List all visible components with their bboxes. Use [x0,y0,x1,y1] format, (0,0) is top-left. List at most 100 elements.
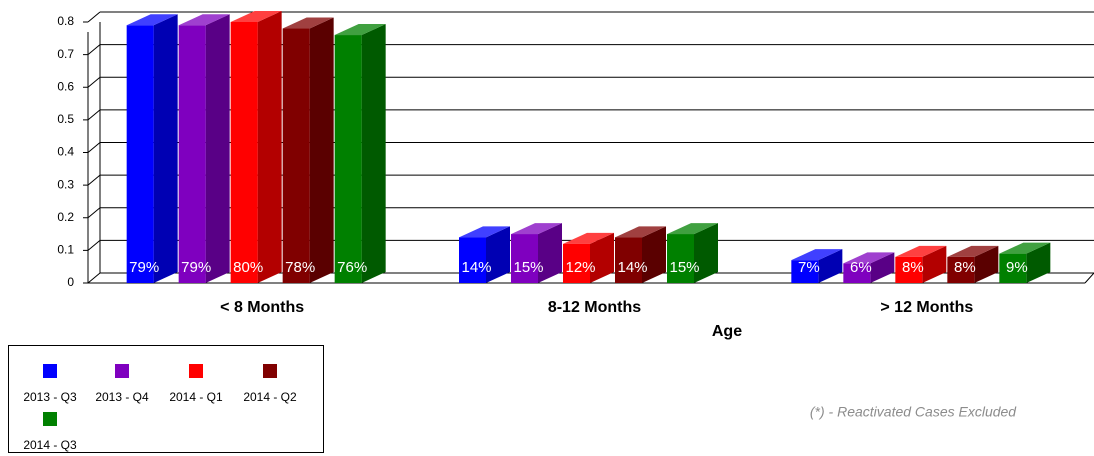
legend-swatch [43,364,57,378]
bar-side [257,11,282,283]
grid-line [87,239,101,251]
bar-top [667,223,718,235]
y-tick-label: 0.6 [57,79,74,93]
bar [230,22,258,283]
bar-side [818,249,843,283]
y-tick-label: 0 [67,275,74,289]
y-tick-label: 0.5 [57,112,74,126]
y-tick-label: 0.2 [57,210,74,224]
bar [895,256,923,283]
bar-side [922,245,947,283]
value-label: 14% [617,259,647,276]
bar [947,256,975,283]
bar [843,263,871,283]
bar-side [361,24,386,284]
bar-top [334,24,386,36]
bar-top [282,17,334,29]
legend-label: 2013 - Q4 [95,390,149,404]
legend-label: 2014 - Q1 [169,390,223,404]
legend-item: 2013 - Q3 [13,364,87,404]
bar-side [309,17,334,284]
value-label: 8% [954,259,976,276]
value-label: 14% [461,259,491,276]
bar-side [694,223,718,283]
grid-line [87,142,101,153]
value-label: 80% [233,259,263,276]
bar [791,260,819,283]
bar-top [230,11,282,22]
bar-side [590,232,614,283]
grid-line [87,76,101,88]
bar-top [126,14,178,26]
y-tick-label: 0.7 [57,47,74,61]
value-label: 7% [798,259,820,276]
value-label: 76% [337,259,367,276]
legend-swatch [263,364,277,378]
legend-label: 2014 - Q3 [23,438,77,452]
bar [615,237,642,283]
bar [334,35,362,283]
legend-swatch [189,364,203,378]
grid-line [87,272,101,284]
value-label: 15% [513,259,543,276]
value-label: 79% [129,259,159,276]
legend-swatch [115,364,129,378]
legend-swatch [43,412,57,426]
bar-top [511,223,562,235]
y-tick-label: 0.4 [57,145,74,159]
grid-line [87,44,101,56]
legend-label: 2014 - Q2 [243,390,297,404]
bar-top [895,245,947,257]
bar [282,28,310,284]
x-tick-label: 8-12 Months [548,299,641,316]
bar-side [486,226,510,283]
bar-top [459,226,510,238]
bar-top [563,232,614,244]
value-label: 8% [902,259,924,276]
legend: 2013 - Q3 2013 - Q4 2014 - Q1 2014 - Q2 2014… [8,345,324,453]
y-tick-label: 0.1 [57,243,74,257]
bar [126,25,154,283]
value-label: 9% [1006,259,1028,276]
bar-top [999,242,1051,254]
bar [999,253,1027,283]
grid-line [87,109,101,121]
legend-item: 2014 - Q2 [233,364,307,404]
bar-side [974,245,999,283]
value-label: 15% [669,259,699,276]
value-label: 78% [285,259,315,276]
bar-side [870,252,895,283]
bar-side [205,14,230,283]
y-tick-label: 0.3 [57,177,74,191]
bar [563,243,590,283]
x-axis-label: Age [712,323,742,340]
floor-line [1084,272,1094,284]
bar-top [791,249,843,261]
bar-side [642,226,666,283]
bar-top [947,245,999,257]
bar-side [153,14,178,283]
bar-top [178,14,230,26]
note: (*) - Reactivated Cases Excluded [810,404,1017,420]
legend-item: 2014 - Q1 [159,364,233,404]
bar-top [615,226,666,238]
bar [178,25,206,283]
bar-top [843,252,895,264]
grid-line [87,174,101,186]
grid-line [87,11,101,23]
legend-item: 2013 - Q4 [85,364,159,404]
bar [459,237,486,283]
value-label: 12% [565,259,595,276]
value-label: 79% [181,259,211,276]
x-tick-label: > 12 Months [880,299,973,316]
x-tick-label: < 8 Months [220,299,304,316]
bar [511,234,538,283]
bar [667,234,694,283]
y-tick-label: 0.8 [57,14,74,28]
value-label: 6% [850,259,872,276]
legend-item: 2014 - Q3 [13,412,87,452]
bar-side [538,223,562,283]
grid-line [87,207,101,219]
